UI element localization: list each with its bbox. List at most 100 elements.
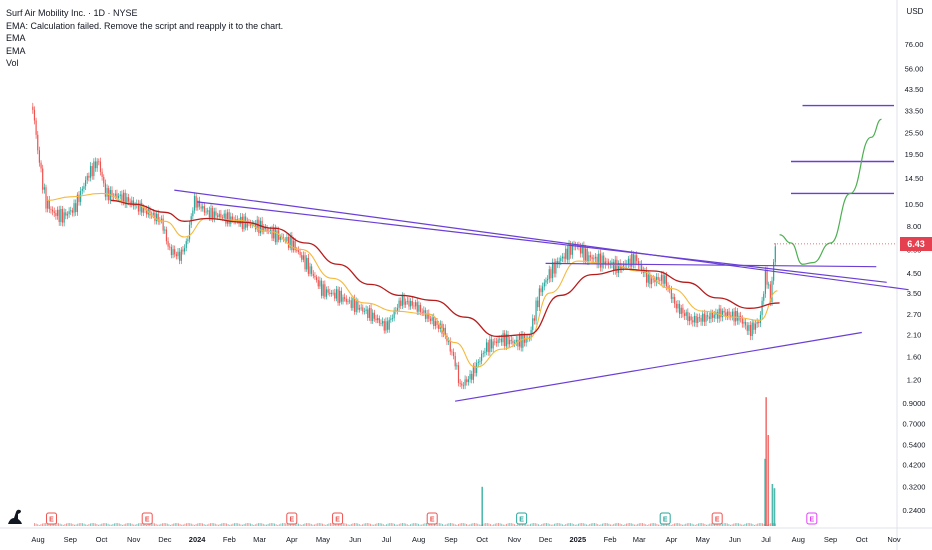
candle-body xyxy=(649,274,651,285)
candle-body xyxy=(317,279,319,287)
earnings-marker[interactable] xyxy=(711,512,723,525)
volume-bar xyxy=(672,524,674,526)
volume-bar xyxy=(198,523,200,526)
candle-body xyxy=(132,200,135,207)
candle-body xyxy=(520,334,522,348)
time-tick-label: Sep xyxy=(444,535,457,544)
volume-bar xyxy=(722,523,723,526)
volume-bar xyxy=(43,523,45,526)
symbol-title[interactable]: Surf Air Mobility Inc. · 1D · NYSE xyxy=(6,8,138,18)
candle-body xyxy=(489,339,491,353)
volume-bar xyxy=(155,523,157,526)
earnings-marker[interactable] xyxy=(46,512,58,525)
earnings-marker[interactable] xyxy=(806,512,818,525)
candle-body xyxy=(370,308,372,321)
volume-bar xyxy=(226,523,227,526)
price-tick-label: 0.3200 xyxy=(903,483,926,492)
volume-bar xyxy=(120,524,122,526)
indicator-ema-error[interactable]: EMA: Calculation failed. Remove the scri… xyxy=(6,20,284,31)
indicator-volume[interactable]: Vol xyxy=(6,58,19,68)
volume-bar xyxy=(80,523,82,526)
volume-bar xyxy=(422,523,424,526)
volume-bar xyxy=(192,524,194,526)
volume-bar xyxy=(122,524,123,526)
candle-body xyxy=(42,168,44,190)
earnings-marker[interactable] xyxy=(516,512,528,525)
candle-body xyxy=(344,297,346,299)
candle-body xyxy=(546,278,549,281)
volume-bar xyxy=(754,524,755,526)
candle-body xyxy=(309,266,311,274)
volume-bar xyxy=(432,524,434,526)
volume-bar xyxy=(211,523,213,526)
earnings-marker[interactable] xyxy=(426,512,438,525)
horizontal-trendline xyxy=(545,262,877,268)
volume-bar xyxy=(598,524,600,526)
candle-body xyxy=(482,353,484,354)
volume-bar xyxy=(661,523,663,526)
volume-bar xyxy=(286,523,288,526)
volume-bar xyxy=(414,523,416,526)
candle-body xyxy=(444,327,446,336)
candle-body xyxy=(566,248,568,260)
volume-bar xyxy=(387,523,389,526)
currency-label[interactable]: USD xyxy=(906,7,924,16)
earnings-marker[interactable] xyxy=(332,512,344,525)
volume-bar xyxy=(483,523,485,526)
volume-bar xyxy=(691,523,693,526)
candle-body xyxy=(91,166,93,177)
volume-bar xyxy=(293,523,295,526)
volume-bar xyxy=(646,524,648,526)
volume-bar xyxy=(518,523,520,526)
earnings-marker[interactable] xyxy=(141,512,153,525)
volume-bar xyxy=(715,523,717,526)
candle-body xyxy=(304,255,306,270)
earnings-marker[interactable] xyxy=(286,512,298,525)
indicator-ema-2[interactable]: EMA xyxy=(6,45,26,56)
volume-bar xyxy=(200,523,202,526)
candle-body xyxy=(466,379,468,383)
candle-body xyxy=(631,254,633,267)
time-axis[interactable]: Aug Sep Oct Nov Dec 2024 Feb Mar Apr May Jun Jul Aug… xyxy=(31,535,901,544)
candle-body xyxy=(164,229,166,231)
volume-bar xyxy=(702,523,704,526)
volume-bar xyxy=(352,523,354,526)
volume-bar xyxy=(709,523,711,526)
volume-bar xyxy=(512,523,514,526)
candle-body xyxy=(434,321,436,327)
volume-bar xyxy=(176,523,178,526)
candle-body xyxy=(129,201,131,204)
earnings-marker[interactable] xyxy=(659,512,671,525)
candle-body xyxy=(127,197,130,202)
volume-bar xyxy=(291,523,293,526)
volume-bar xyxy=(522,523,523,526)
volume-bar xyxy=(222,523,224,526)
time-tick-label: Jun xyxy=(349,535,361,544)
candle-body xyxy=(700,317,702,322)
candle-body xyxy=(266,228,268,232)
candle-body xyxy=(731,311,733,317)
tradingview-dino-icon[interactable] xyxy=(4,506,26,528)
candle-body xyxy=(61,208,64,223)
candle-body xyxy=(449,341,451,352)
candle-body xyxy=(175,254,177,257)
candle-body xyxy=(522,334,524,348)
candle-body xyxy=(271,229,273,239)
volume-bar xyxy=(438,523,440,526)
indicator-ema-1[interactable]: EMA xyxy=(6,33,26,43)
volume-bar xyxy=(162,523,163,526)
volume-bar xyxy=(384,524,386,526)
volume-bar xyxy=(392,523,394,526)
volume-bar xyxy=(203,523,205,526)
candle-body xyxy=(195,196,197,208)
candle-body xyxy=(291,235,293,251)
candle-body xyxy=(744,321,747,326)
volume-bar xyxy=(130,523,131,526)
volume-bar xyxy=(344,523,346,526)
volume-bar xyxy=(453,523,455,526)
volume-bar xyxy=(106,523,107,526)
candle-body xyxy=(647,274,649,283)
candle-body xyxy=(53,211,55,213)
